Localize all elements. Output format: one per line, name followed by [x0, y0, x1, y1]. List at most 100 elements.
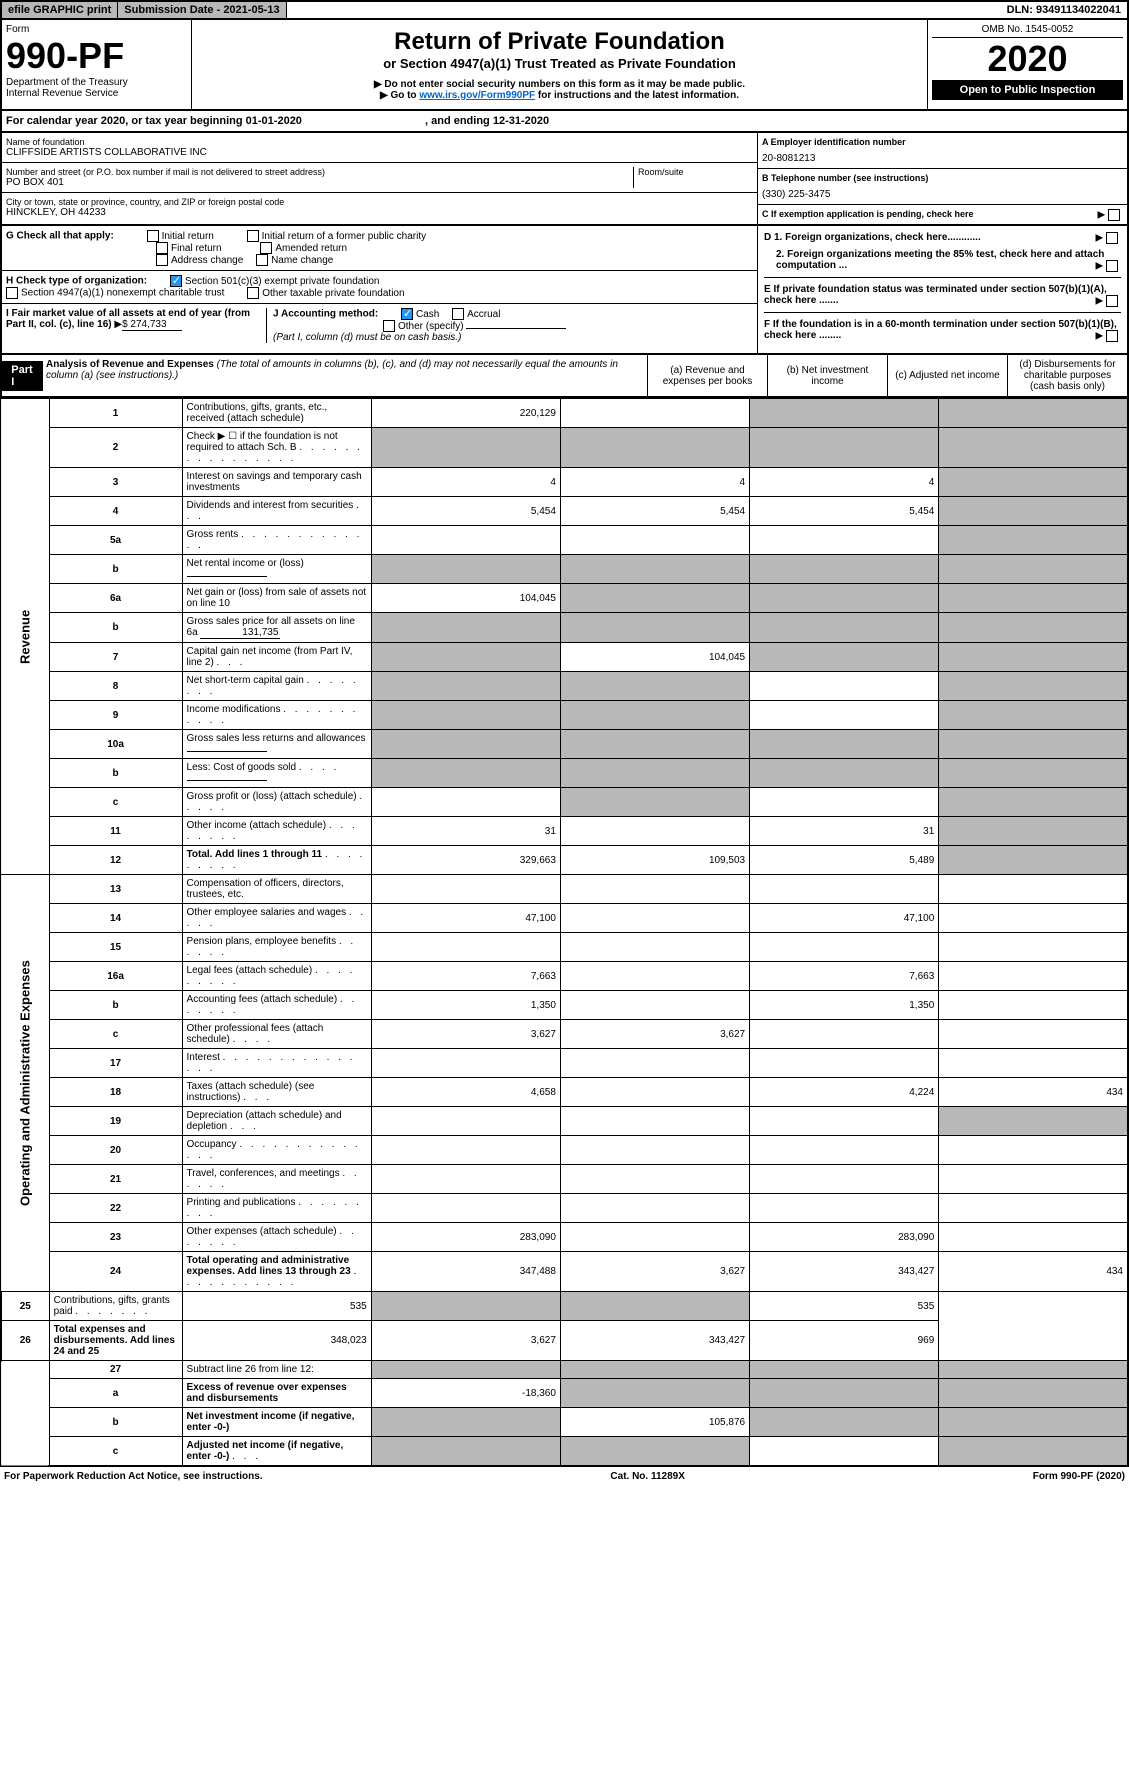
chk-final[interactable] — [156, 242, 168, 254]
line-number: 13 — [49, 875, 182, 904]
part1-header: Part I Analysis of Revenue and Expenses … — [0, 355, 1129, 398]
cell-col-a: 347,488 — [371, 1252, 560, 1292]
line-desc: Gross sales price for all assets on line… — [182, 613, 371, 643]
chk-cash[interactable] — [401, 308, 413, 320]
chk-d1[interactable] — [1106, 232, 1118, 244]
cell-col-c — [750, 672, 939, 701]
cell-col-c — [750, 428, 939, 468]
cell-col-d — [939, 759, 1128, 788]
line-number: 19 — [49, 1107, 182, 1136]
irs-link[interactable]: www.irs.gov/Form990PF — [419, 90, 535, 101]
foundation-name: CLIFFSIDE ARTISTS COLLABORATIVE INC — [6, 147, 753, 158]
warn3: for instructions and the latest informat… — [535, 90, 739, 101]
subdate-btn[interactable]: Submission Date - 2021-05-13 — [118, 2, 286, 18]
cell-col-d — [939, 555, 1128, 584]
cell-col-a: -18,360 — [371, 1379, 560, 1408]
chk-4947[interactable] — [6, 287, 18, 299]
chk-name[interactable] — [256, 254, 268, 266]
cell-col-a — [371, 788, 560, 817]
cell-col-c: 7,663 — [750, 962, 939, 991]
cell-col-c — [750, 613, 939, 643]
cell-col-a — [371, 1107, 560, 1136]
cell-col-c — [750, 399, 939, 428]
chk-501c3[interactable] — [170, 275, 182, 287]
cell-col-b — [560, 933, 749, 962]
cell-col-b — [560, 399, 749, 428]
cell-col-d — [939, 1194, 1128, 1223]
cell-col-c — [750, 1194, 939, 1223]
line-number: 2 — [49, 428, 182, 468]
efile-btn[interactable]: efile GRAPHIC print — [2, 2, 118, 18]
cell-col-d — [939, 701, 1128, 730]
table-row: 9Income modifications . . . . . . . . . … — [1, 701, 1128, 730]
table-row: 23Other expenses (attach schedule) . . .… — [1, 1223, 1128, 1252]
cell-col-d — [939, 1408, 1128, 1437]
line-number: 21 — [49, 1165, 182, 1194]
revenue-side: Revenue — [1, 399, 49, 875]
ein-label: A Employer identification number — [762, 137, 906, 147]
topbar: efile GRAPHIC print Submission Date - 20… — [0, 0, 1129, 20]
table-row: cAdjusted net income (if negative, enter… — [1, 1437, 1128, 1467]
line-desc: Dividends and interest from securities .… — [182, 497, 371, 526]
cell-col-d — [939, 1165, 1128, 1194]
chk-accrual[interactable] — [452, 308, 464, 320]
j-note: (Part I, column (d) must be on cash basi… — [273, 332, 461, 343]
cell-col-d — [939, 428, 1128, 468]
chk-address[interactable] — [156, 254, 168, 266]
pending-label: C If exemption application is pending, c… — [762, 209, 974, 219]
chk-initial[interactable] — [147, 230, 159, 242]
cell-col-d — [939, 399, 1128, 428]
cell-col-c — [750, 1379, 939, 1408]
line-number: 5a — [49, 526, 182, 555]
line-number: 8 — [49, 672, 182, 701]
line-number: 23 — [49, 1223, 182, 1252]
table-row: 14Other employee salaries and wages . . … — [1, 904, 1128, 933]
chk-f[interactable] — [1106, 330, 1118, 342]
cell-col-d — [939, 817, 1128, 846]
chk-other-tax[interactable] — [247, 287, 259, 299]
ghi-block: G Check all that apply: Initial return I… — [0, 226, 1129, 355]
cell-col-d — [939, 1379, 1128, 1408]
chk-e[interactable] — [1106, 295, 1118, 307]
cell-col-a — [371, 1361, 560, 1379]
cell-col-b — [560, 701, 749, 730]
cell-col-b — [560, 672, 749, 701]
cell-col-a — [371, 643, 560, 672]
cell-col-b: 105,876 — [560, 1408, 749, 1437]
table-row: 25Contributions, gifts, grants paid . . … — [1, 1292, 1128, 1321]
fmv-value: $ 274,733 — [122, 319, 182, 331]
cell-col-a — [371, 555, 560, 584]
chk-other-acct[interactable] — [383, 320, 395, 332]
table-row: 20Occupancy . . . . . . . . . . . . . . — [1, 1136, 1128, 1165]
cell-col-c — [750, 1165, 939, 1194]
chk-amended[interactable] — [260, 242, 272, 254]
cell-col-c — [750, 584, 939, 613]
line-desc: Capital gain net income (from Part IV, l… — [182, 643, 371, 672]
cell-col-d — [939, 1107, 1128, 1136]
line-number: 6a — [49, 584, 182, 613]
cell-col-b — [560, 1049, 749, 1078]
line-desc: Occupancy . . . . . . . . . . . . . . — [182, 1136, 371, 1165]
cell-col-d — [939, 1361, 1128, 1379]
cell-col-a — [371, 1165, 560, 1194]
line-desc: Total expenses and disbursements. Add li… — [49, 1321, 182, 1361]
chk-d2[interactable] — [1106, 260, 1118, 272]
cell-col-d — [939, 1437, 1128, 1467]
f-label: F If the foundation is in a 60-month ter… — [764, 319, 1117, 341]
cell-col-a — [371, 701, 560, 730]
table-row: bNet rental income or (loss) — [1, 555, 1128, 584]
cell-col-d — [939, 991, 1128, 1020]
cell-col-a — [371, 1437, 560, 1467]
cell-col-a — [371, 428, 560, 468]
table-row: 15Pension plans, employee benefits . . .… — [1, 933, 1128, 962]
cell-col-b — [560, 817, 749, 846]
cell-col-d — [939, 1223, 1128, 1252]
line-desc: Other income (attach schedule) . . . . .… — [182, 817, 371, 846]
cell-col-c: 4 — [750, 468, 939, 497]
table-row: 6aNet gain or (loss) from sale of assets… — [1, 584, 1128, 613]
line-desc: Travel, conferences, and meetings . . . … — [182, 1165, 371, 1194]
chk-initial-former[interactable] — [247, 230, 259, 242]
table-row: Revenue1Contributions, gifts, grants, et… — [1, 399, 1128, 428]
pending-checkbox[interactable] — [1108, 209, 1120, 221]
table-row: bGross sales price for all assets on lin… — [1, 613, 1128, 643]
